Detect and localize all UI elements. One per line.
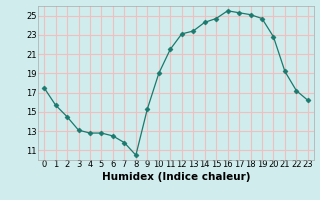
X-axis label: Humidex (Indice chaleur): Humidex (Indice chaleur) [102,172,250,182]
